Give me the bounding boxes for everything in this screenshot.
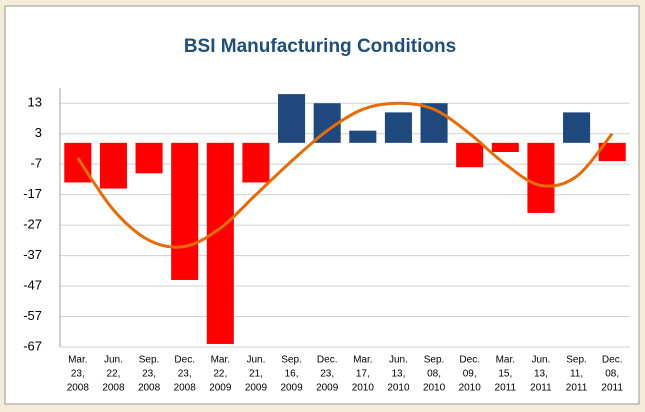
x-tick-label: 2010 xyxy=(352,383,375,394)
bar xyxy=(242,142,270,183)
x-tick-label: 15, xyxy=(498,369,512,380)
x-tick-label: Jun. xyxy=(246,355,265,366)
y-tick-label: -47 xyxy=(23,277,42,292)
y-tick-label: -27 xyxy=(23,217,42,232)
y-tick-label: 3 xyxy=(35,125,42,140)
x-tick-label: 2011 xyxy=(495,383,517,394)
bar xyxy=(171,142,199,280)
x-tick-label: Sep. xyxy=(139,355,160,366)
x-tick-label: 2010 xyxy=(423,383,446,394)
x-tick-label: 2009 xyxy=(316,383,339,394)
x-tick-label: 23, xyxy=(320,369,334,380)
x-tick-label: 2010 xyxy=(387,383,410,394)
bar xyxy=(278,94,306,143)
x-tick-label: 23, xyxy=(71,369,85,380)
bar xyxy=(598,142,626,162)
bar xyxy=(527,142,555,213)
trend-line xyxy=(76,101,614,249)
x-tick-label: 09, xyxy=(463,369,477,380)
x-tick-label: Mar. xyxy=(496,355,515,366)
x-tick-label: 22, xyxy=(213,369,227,380)
x-tick-label: 22, xyxy=(106,369,120,380)
bar xyxy=(206,142,234,344)
x-tick-label: Jun. xyxy=(389,355,408,366)
x-tick-label: Mar. xyxy=(68,355,87,366)
x-tick-label: Mar. xyxy=(353,355,372,366)
x-tick-label: 17, xyxy=(356,369,370,380)
x-tick-label: 2008 xyxy=(138,383,161,394)
x-tick-label: 2008 xyxy=(102,383,125,394)
bar xyxy=(64,142,92,183)
y-tick-label: 13 xyxy=(28,95,42,110)
bar xyxy=(349,130,377,143)
x-tick-label: 21, xyxy=(249,369,263,380)
x-tick-label: 2008 xyxy=(174,383,197,394)
x-tick-label: Dec. xyxy=(459,355,480,366)
x-tick-label: 2009 xyxy=(245,383,268,394)
x-tick-label: 23, xyxy=(178,369,192,380)
x-tick-label: 2011 xyxy=(530,383,552,394)
y-tick-label: -67 xyxy=(23,338,42,353)
x-tick-label: Jun. xyxy=(531,355,550,366)
x-tick-label: 08, xyxy=(605,369,619,380)
x-tick-label: 2010 xyxy=(459,383,482,394)
x-tick-label: 11, xyxy=(570,369,583,380)
x-tick-label: 08, xyxy=(427,369,441,380)
x-tick-label: Dec. xyxy=(174,355,195,366)
x-tick-label: Jun. xyxy=(104,355,123,366)
y-tick-label: -57 xyxy=(23,308,42,323)
bar xyxy=(99,142,127,189)
x-tick-label: 16, xyxy=(285,369,299,380)
chart-title: BSI Manufacturing Conditions xyxy=(184,36,456,57)
bar xyxy=(563,112,591,143)
x-tick-label: Dec. xyxy=(602,355,623,366)
x-tick-label: 2011 xyxy=(601,383,623,394)
x-tick-label: 2011 xyxy=(566,383,588,394)
x-tick-label: Sep. xyxy=(566,355,587,366)
x-tick-label: Mar. xyxy=(211,355,230,366)
x-tick-label: 2009 xyxy=(280,383,303,394)
bar xyxy=(491,142,519,152)
y-tick-label: -17 xyxy=(23,186,42,201)
x-tick-label: Sep. xyxy=(281,355,302,366)
x-tick-label: 13, xyxy=(534,369,548,380)
x-tick-label: Dec. xyxy=(317,355,338,366)
y-tick-label: -7 xyxy=(30,156,42,171)
x-tick-label: 23, xyxy=(142,369,156,380)
y-tick-label: -37 xyxy=(23,247,42,262)
x-tick-label: Sep. xyxy=(424,355,445,366)
x-tick-label: 13, xyxy=(391,369,405,380)
bar xyxy=(384,112,412,143)
bar xyxy=(135,142,163,174)
x-tick-label: 2008 xyxy=(67,383,90,394)
bar xyxy=(456,142,484,168)
x-tick-label: 2009 xyxy=(209,383,232,394)
